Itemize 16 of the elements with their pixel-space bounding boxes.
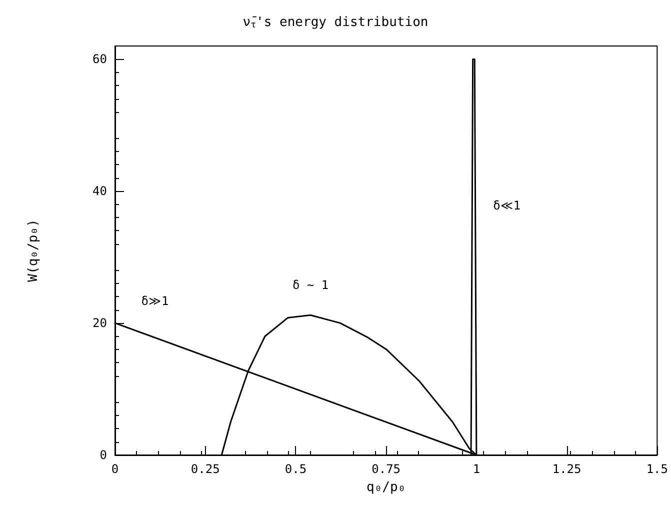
x-tick-label: 0.75 [372,462,401,476]
x-axis-title: q₀/p₀ [366,480,406,495]
x-tick-label: 0 [111,462,119,476]
y-tick-label: 40 [92,184,107,198]
y-tick-label: 60 [92,52,107,66]
series-label: δ≫1 [141,294,169,308]
x-tick-label: 1.25 [552,462,582,476]
x-tick-label: 0.5 [284,462,307,476]
y-tick-label: 20 [92,316,107,330]
series-label: δ≪1 [493,198,521,213]
x-tick-label: 1.5 [646,462,668,476]
x-tick-label: 0.25 [190,462,220,476]
text: δ ~ 1 [292,278,329,292]
y-tick-label: 0 [100,448,107,462]
y-axis-title: W(q₀/p₀) [26,219,41,282]
x-tick-label: 1 [472,462,480,476]
